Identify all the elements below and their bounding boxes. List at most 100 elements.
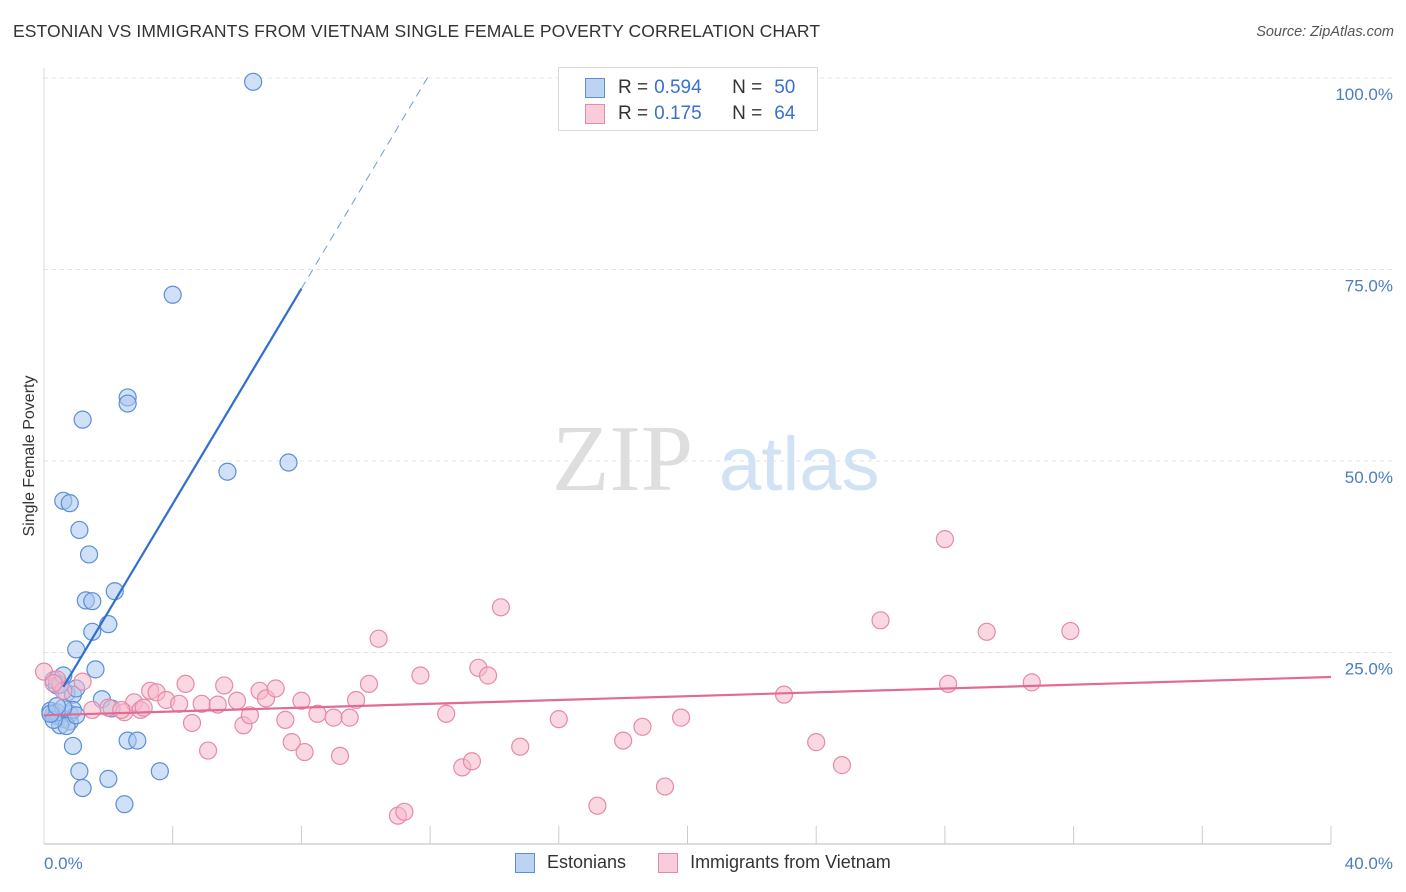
data-point-vietnam <box>295 742 314 762</box>
data-point-vietnam <box>935 530 955 549</box>
legend-item-estonians[interactable]: Estonians <box>515 852 626 873</box>
data-point-vietnam <box>240 706 260 725</box>
data-point-estonians <box>73 410 92 429</box>
data-point-estonians <box>70 762 89 781</box>
data-point-vietnam <box>73 672 92 691</box>
legend-n-label: N = <box>732 77 763 98</box>
data-point-estonians <box>83 592 102 611</box>
data-point-estonians <box>128 731 147 750</box>
data-point-vietnam <box>176 674 195 694</box>
legend-label-estonians: Estonians <box>547 852 627 872</box>
data-point-vietnam <box>276 710 295 730</box>
x-tick-labels: 0.0% 40.0% <box>44 854 1393 873</box>
data-point-estonians <box>79 545 99 564</box>
data-point-vietnam <box>208 695 227 714</box>
data-point-vietnam <box>346 690 366 710</box>
data-point-vietnam <box>478 666 498 685</box>
data-point-vietnam <box>871 611 890 630</box>
legend-row-vietnam: R = 0.175 N = 64 <box>585 101 795 127</box>
data-point-vietnam <box>292 691 311 710</box>
data-point-vietnam <box>807 733 826 752</box>
data-point-vietnam <box>939 674 958 694</box>
chart-title: ESTONIAN VS IMMIGRANTS FROM VIETNAM SING… <box>13 21 821 41</box>
y-tick-label: 25.0% <box>1345 660 1393 679</box>
data-point-vietnam <box>330 746 350 766</box>
zipatlas-watermark: ZIP atlas <box>552 407 880 511</box>
data-point-vietnam <box>227 691 247 710</box>
watermark-zip: ZIP <box>552 407 693 511</box>
data-point-estonians <box>99 769 118 788</box>
data-point-vietnam <box>671 708 691 727</box>
series-legend: Estonians Immigrants from Vietnam <box>515 852 923 873</box>
data-point-vietnam <box>282 733 301 752</box>
grid-lines <box>44 77 1393 653</box>
data-point-vietnam <box>44 674 63 693</box>
data-point-vietnam <box>588 796 607 815</box>
data-point-estonians <box>150 762 169 781</box>
data-point-estonians <box>60 494 79 513</box>
legend-swatch-blue <box>515 852 535 873</box>
legend-r-value: 0.175 <box>654 103 702 124</box>
legend-r-value: 0.594 <box>654 77 702 98</box>
data-point-vietnam <box>1022 673 1041 692</box>
y-tick-label: 75.0% <box>1345 277 1393 296</box>
y-tick-labels: 100.0% 75.0% 50.0% 25.0% <box>1335 85 1393 679</box>
data-point-vietnam <box>491 598 510 617</box>
data-point-vietnam <box>977 622 996 641</box>
correlation-legend: R = 0.594 N = 50 R = 0.175 N = 64 <box>558 67 818 131</box>
legend-swatch-blue <box>585 78 605 98</box>
data-point-estonians <box>63 736 83 756</box>
y-tick-label: 50.0% <box>1345 468 1393 487</box>
trend-lines <box>43 73 1332 717</box>
data-point-vietnam <box>182 713 202 733</box>
legend-label-vietnam: Immigrants from Vietnam <box>690 852 891 872</box>
legend-n-value: 50 <box>774 77 796 98</box>
data-point-vietnam <box>198 741 218 760</box>
watermark-atlas: atlas <box>719 422 880 507</box>
data-point-estonians <box>218 462 237 481</box>
legend-row-estonians: R = 0.594 N = 50 <box>585 75 795 101</box>
data-point-vietnam <box>549 710 568 729</box>
data-point-estonians <box>47 697 66 716</box>
legend-n-value: 64 <box>774 103 796 124</box>
trend-line-vietnam <box>43 675 1332 717</box>
data-point-vietnam <box>774 685 794 704</box>
legend-r-label: R = <box>618 77 649 98</box>
data-point-estonians <box>244 72 263 91</box>
series-vietnam <box>34 530 1080 825</box>
data-point-estonians <box>86 660 105 679</box>
legend-item-vietnam[interactable]: Immigrants from Vietnam <box>658 852 891 873</box>
y-axis-label: Single Female Poverty <box>21 376 38 537</box>
data-point-vietnam <box>170 694 189 713</box>
data-point-vietnam <box>633 717 652 736</box>
data-point-vietnam <box>395 802 414 821</box>
data-point-estonians <box>163 285 182 304</box>
data-point-estonians <box>115 795 134 814</box>
trend-line-estonians-extension <box>300 73 431 289</box>
data-point-vietnam <box>215 676 234 695</box>
data-point-vietnam <box>112 700 131 720</box>
data-point-vietnam <box>614 731 633 750</box>
data-point-vietnam <box>324 708 343 727</box>
source-credit: Source: ZipAtlas.com <box>1256 24 1394 40</box>
data-point-vietnam <box>511 737 530 756</box>
data-point-estonians <box>70 520 89 540</box>
data-point-vietnam <box>437 704 456 723</box>
data-point-vietnam <box>266 679 285 698</box>
legend-swatch-pink <box>658 852 679 873</box>
trend-line-estonians <box>62 288 303 688</box>
legend-n-label: N = <box>732 103 763 124</box>
data-point-vietnam <box>340 708 359 727</box>
x-tick-label-min: 0.0% <box>44 854 83 873</box>
data-point-vietnam <box>83 700 102 720</box>
y-tick-label: 100.0% <box>1335 85 1393 104</box>
data-point-estonians <box>99 615 118 634</box>
data-point-vietnam <box>832 756 852 775</box>
data-point-vietnam <box>359 674 379 694</box>
data-point-estonians <box>279 453 298 472</box>
x-tick-label-max: 40.0% <box>1345 854 1393 873</box>
data-point-vietnam <box>462 752 482 771</box>
data-point-estonians <box>73 778 92 798</box>
data-point-vietnam <box>369 629 388 648</box>
